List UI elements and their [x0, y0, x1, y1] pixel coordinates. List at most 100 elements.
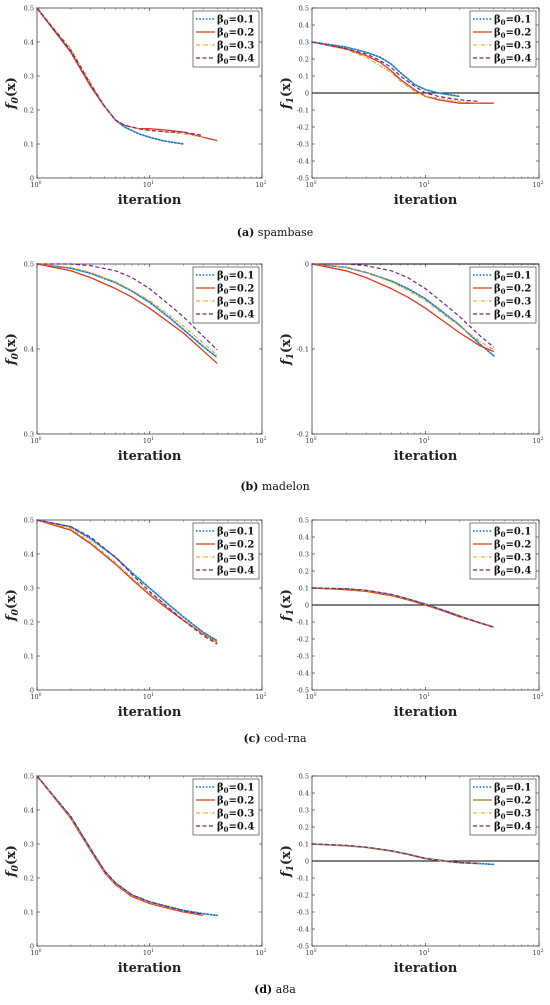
y-axis-label: f1(x) — [279, 845, 296, 878]
legend-entry: β0=0.1 — [217, 15, 254, 28]
legend-entry: β0=0.1 — [494, 783, 531, 796]
series-line-b02 — [311, 263, 495, 353]
y-tick-label: 0.5 — [299, 772, 309, 780]
y-tick-label: 0.4 — [299, 533, 309, 541]
legend: β0=0.1β0=0.2β0=0.3β0=0.4 — [192, 778, 260, 836]
y-tick-label: 0.4 — [24, 38, 34, 46]
legend-entry: β0=0.2 — [494, 540, 531, 553]
x-tick-label: 101 — [419, 948, 430, 957]
panel-b-right: -0.2 -0.1 0 100 101 102 β0=0.1β0=0.2β0=0.3β0=0… — [279, 260, 544, 464]
x-axis-label: iteration — [394, 449, 458, 464]
legend-entry: β0=0.4 — [217, 822, 254, 835]
x-tick-label: 101 — [143, 948, 154, 957]
y-tick-label: 0 — [305, 857, 309, 865]
legend: β0=0.1β0=0.2β0=0.3β0=0.4 — [192, 266, 260, 324]
y-tick-label: -0.5 — [296, 686, 309, 694]
y-tick-label: 0.4 — [24, 806, 34, 814]
y-tick-label: -0.1 — [296, 106, 309, 114]
subfigure-caption: (a) spambase — [237, 226, 313, 239]
legend-entry: β0=0.2 — [217, 796, 254, 809]
legend-entry: β0=0.3 — [217, 297, 254, 310]
y-tick-label: 0.1 — [299, 72, 309, 80]
y-tick-label: -0.3 — [296, 140, 309, 148]
x-tick-label: 100 — [30, 948, 41, 957]
y-tick-label: 0.3 — [24, 840, 34, 848]
legend-entry: β0=0.3 — [494, 41, 531, 54]
legend-entry: β0=0.1 — [494, 15, 531, 28]
x-tick-label: 102 — [532, 692, 543, 701]
x-tick-label: 102 — [532, 436, 543, 445]
y-axis-label: f0(x) — [4, 845, 21, 878]
series-line-b02 — [311, 41, 494, 104]
y-tick-label: 0 — [305, 260, 309, 268]
y-tick-label: 0.5 — [24, 516, 34, 524]
x-tick-label: 101 — [143, 436, 154, 445]
series-line-b04 — [311, 41, 480, 103]
x-tick-label: 100 — [305, 692, 316, 701]
y-tick-label: 0.1 — [299, 584, 309, 592]
x-tick-label: 100 — [30, 692, 41, 701]
y-tick-label: 0.2 — [24, 874, 34, 882]
y-tick-label: 0.5 — [299, 4, 309, 12]
legend-entry: β0=0.4 — [494, 54, 531, 67]
legend-entry: β0=0.4 — [494, 566, 531, 579]
y-axis-label: f0(x) — [4, 589, 21, 622]
x-axis-label: iteration — [118, 961, 182, 976]
x-tick-label: 100 — [30, 180, 41, 189]
panel-a-right: -0.5 -0.4 -0.3 -0.2 -0.1 0 0.1 0.2 0.3 0.4 0.5 100 1… — [279, 4, 544, 208]
y-tick-label: 0.5 — [24, 4, 34, 12]
subfigure-caption: (b) madelon — [240, 480, 309, 493]
y-tick-label: 0.3 — [24, 72, 34, 80]
y-tick-label: -0.2 — [296, 891, 309, 899]
y-tick-label: 0.1 — [299, 840, 309, 848]
x-tick-label: 101 — [419, 436, 430, 445]
y-tick-label: 0.5 — [24, 772, 34, 780]
legend-entry: β0=0.4 — [217, 310, 254, 323]
x-tick-label: 100 — [305, 948, 316, 957]
panel-c-right: -0.5 -0.4 -0.3 -0.2 -0.1 0 0.1 0.2 0.3 0.4 0.5 100 1… — [279, 516, 544, 720]
x-tick-label: 102 — [255, 180, 266, 189]
x-tick-label: 101 — [143, 180, 154, 189]
y-tick-label: 0.1 — [24, 908, 34, 916]
y-tick-label: 0.4 — [299, 789, 309, 797]
y-tick-label: -0.1 — [296, 874, 309, 882]
legend-entry: β0=0.2 — [217, 284, 254, 297]
x-axis-label: iteration — [118, 705, 182, 720]
y-tick-label: -0.2 — [296, 635, 309, 643]
series-line-b02 — [36, 263, 218, 364]
panel-b-left: 0.3 0.4 0.5 100 101 102 β0=0.1β0=0.2β0=0.3β0=0… — [4, 260, 267, 464]
legend: β0=0.1β0=0.2β0=0.3β0=0.4 — [192, 522, 260, 580]
legend-entry: β0=0.1 — [217, 527, 254, 540]
x-tick-label: 100 — [30, 436, 41, 445]
series-line-b01 — [36, 775, 219, 917]
series-line-b04 — [37, 263, 218, 351]
series-line-b04 — [311, 843, 480, 864]
y-tick-label: 0 — [305, 89, 309, 97]
y-tick-label: 0 — [30, 174, 34, 182]
x-axis-label: iteration — [394, 961, 458, 976]
series-line-b03 — [36, 263, 218, 356]
y-tick-label: 0.3 — [299, 806, 309, 814]
legend-entry: β0=0.1 — [217, 783, 254, 796]
x-tick-label: 100 — [305, 180, 316, 189]
legend-entry: β0=0.2 — [217, 28, 254, 41]
series-line-b04 — [312, 263, 495, 348]
x-tick-label: 101 — [143, 692, 154, 701]
y-tick-label: -0.4 — [296, 925, 309, 933]
legend-entry: β0=0.2 — [217, 540, 254, 553]
legend-entry: β0=0.3 — [217, 809, 254, 822]
y-tick-label: 0.3 — [24, 584, 34, 592]
panel-d-right: -0.5 -0.4 -0.3 -0.2 -0.1 0 0.1 0.2 0.3 0.4 0.5 100 1… — [279, 772, 544, 976]
legend-entry: β0=0.1 — [494, 271, 531, 284]
x-tick-label: 102 — [255, 948, 266, 957]
legend: β0=0.1β0=0.2β0=0.3β0=0.4 — [469, 522, 537, 580]
x-tick-label: 102 — [532, 948, 543, 957]
legend-box — [192, 778, 260, 836]
x-tick-label: 102 — [532, 180, 543, 189]
y-axis-label: f0(x) — [4, 333, 21, 366]
series-line-b01 — [311, 263, 495, 357]
y-tick-label: -0.1 — [296, 618, 309, 626]
y-tick-label: 0.4 — [24, 550, 34, 558]
